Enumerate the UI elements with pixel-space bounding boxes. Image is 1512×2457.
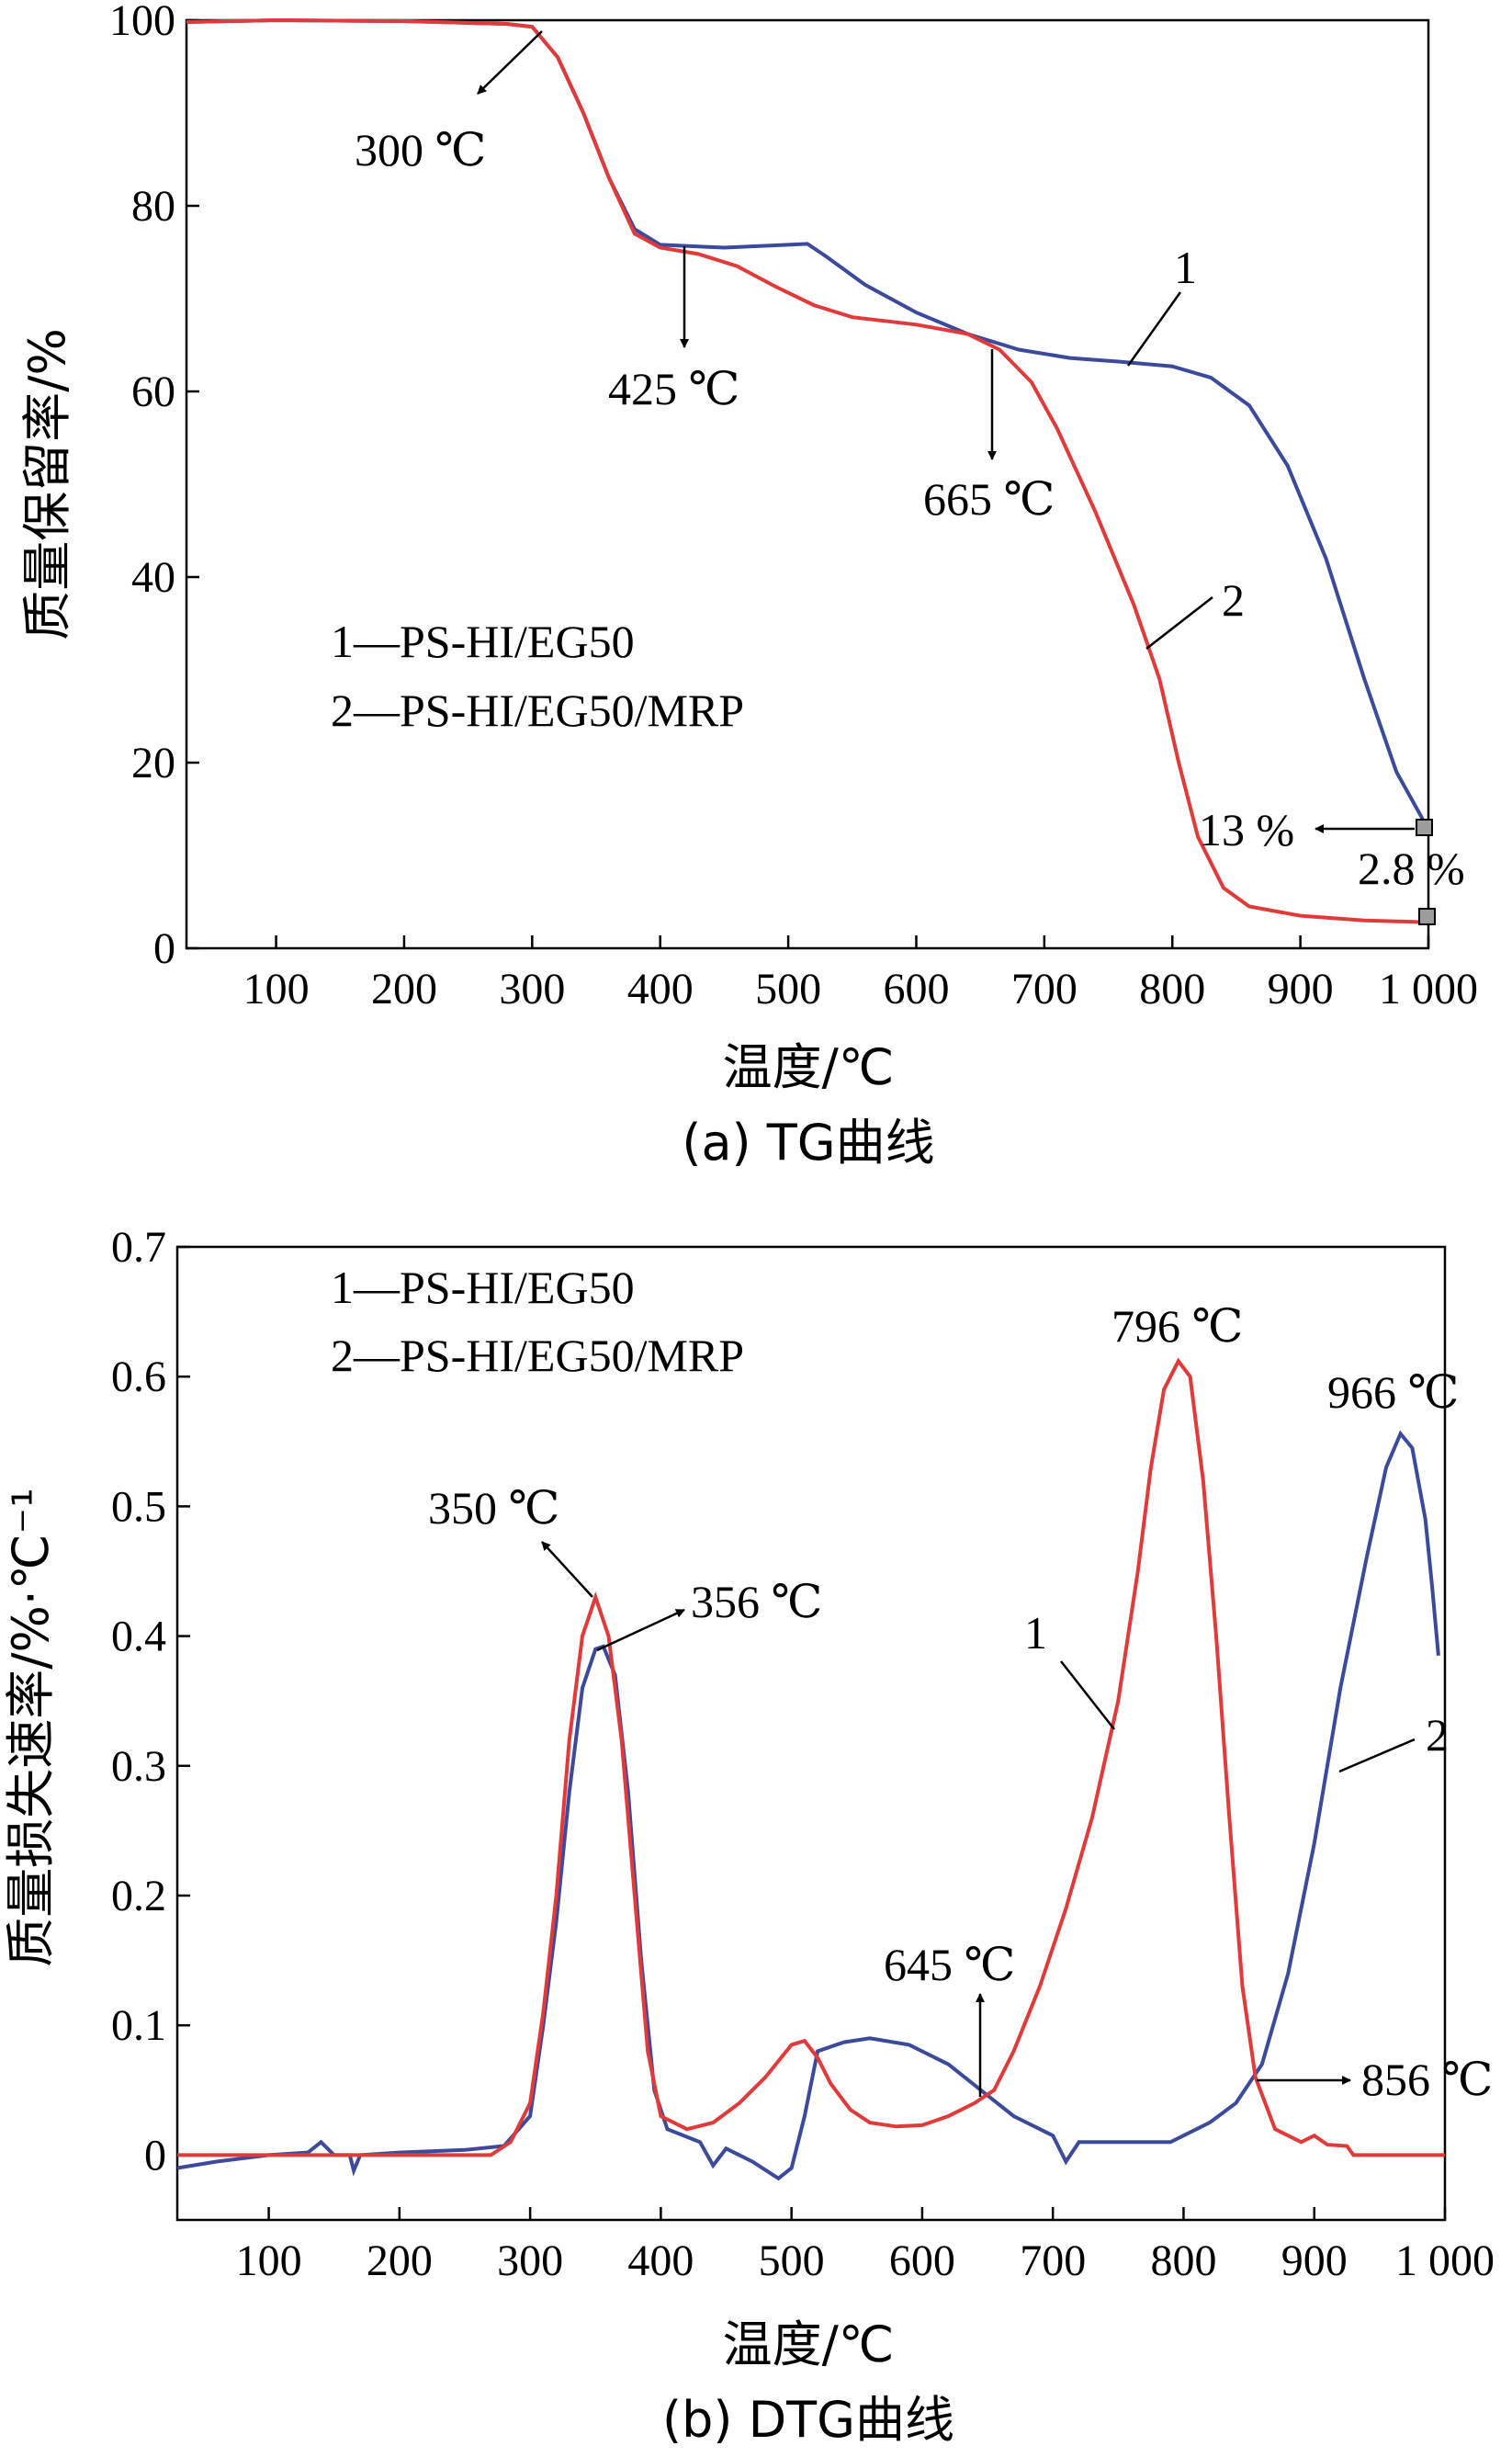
dtg-annotation-356: 356 ℃ (691, 1576, 822, 1627)
tg-annotation-13: 13 % (1199, 804, 1294, 855)
dtg-label-1-leader (1060, 1660, 1115, 1730)
tg-y-tick-label: 0 (153, 924, 175, 973)
dtg-y-tick-label: 0.4 (111, 1613, 166, 1661)
tg-x-axis-label: 温度/℃ (723, 1038, 895, 1096)
dtg-label-2-leader (1338, 1738, 1416, 1773)
dtg-x-tick-label: 100 (236, 2236, 302, 2285)
tg-annotation-2-8: 2.8 % (1358, 843, 1465, 894)
dtg-356-arrow (596, 1608, 685, 1652)
dtg-y-tick-label: 0.5 (111, 1482, 166, 1531)
dtg-series-1-line (177, 1357, 1445, 2157)
dtg-legend-item-2: 2—PS-HI/EG50/MRP (331, 1330, 744, 1381)
tg-annotation-425: 425 ℃ (608, 363, 739, 414)
dtg-caption: (b) DTG曲线 (662, 2391, 954, 2449)
tg-x-tick-label: 100 (243, 965, 310, 1013)
tg-x-ticks: 100 200 300 400 500 600 700 800 900 1 000 (243, 935, 1478, 1013)
dtg-x-tick-label: 1 000 (1395, 2236, 1495, 2285)
dtg-plot-frame (175, 1245, 1447, 2222)
dtg-y-tick-label: 0.1 (111, 2001, 166, 2050)
dtg-x-tick-label: 900 (1281, 2236, 1348, 2285)
tg-plot-frame (185, 18, 1430, 950)
dtg-y-tick-label: 0.2 (111, 1872, 166, 1920)
tg-series-2-line (186, 17, 1429, 924)
tg-x-tick-label: 800 (1139, 965, 1205, 1013)
dtg-y-tick-label: 0.7 (111, 1223, 166, 1272)
tg-x-tick-label: 500 (755, 965, 821, 1013)
tg-y-tick-label: 60 (131, 368, 175, 416)
dtg-series-2-label: 2 (1426, 1709, 1449, 1761)
dtg-x-ticks: 100 200 300 400 500 600 700 800 900 1 000 (236, 2207, 1495, 2285)
tg-x-tick-label: 700 (1011, 965, 1078, 1013)
dtg-y-ticks: 0 0.1 0.2 0.3 0.4 0.5 0.6 0.7 (111, 1223, 190, 2180)
tg-y-tick-label: 80 (131, 182, 175, 231)
tg-end-marker-1 (1416, 819, 1433, 836)
dtg-x-tick-label: 400 (627, 2236, 694, 2285)
dtg-y-axis-label: 质量损失速率/%·℃⁻¹ (2, 1488, 60, 1966)
dtg-y-tick-label: 0.6 (111, 1353, 166, 1401)
dtg-x-tick-label: 700 (1020, 2236, 1086, 2285)
tg-y-tick-label: 40 (131, 553, 175, 602)
tg-300-arrow (477, 30, 543, 95)
dtg-x-tick-label: 800 (1150, 2236, 1216, 2285)
dtg-annotation-796: 796 ℃ (1111, 1300, 1243, 1352)
dtg-annotation-645: 645 ℃ (884, 1939, 1015, 1990)
tg-legend-item-2: 2—PS-HI/EG50/MRP (331, 685, 744, 736)
dtg-x-tick-label: 200 (367, 2236, 433, 2285)
tg-x-tick-label: 900 (1268, 965, 1334, 1013)
dtg-legend-item-1: 1—PS-HI/EG50 (331, 1262, 635, 1313)
dtg-y-tick-label: 0 (144, 2131, 166, 2180)
tg-caption: (a) TG曲线 (682, 1114, 934, 1172)
dtg-y-tick-label: 0.3 (111, 1742, 166, 1791)
tg-x-tick-label: 300 (499, 965, 565, 1013)
dtg-x-tick-label: 600 (889, 2236, 955, 2285)
dtg-series-1-label: 1 (1024, 1607, 1047, 1659)
tg-end-marker-2 (1418, 908, 1436, 925)
tg-x-tick-label: 600 (883, 965, 949, 1013)
tg-y-ticks: 0 20 40 60 80 100 (109, 0, 199, 973)
dtg-annotation-856: 856 ℃ (1361, 2054, 1493, 2105)
tg-series-1-label: 1 (1174, 242, 1197, 293)
tg-chart: 100 200 300 400 500 600 700 800 900 1 000 0 20 40 60… (18, 0, 1478, 1172)
tg-x-tick-label: 1 000 (1379, 965, 1478, 1013)
dtg-series-2-line (176, 1430, 1440, 2181)
tg-y-tick-label: 100 (109, 0, 175, 45)
dtg-chart: 100 200 300 400 500 600 700 800 900 1 000 0 0.1 0.2… (2, 1223, 1495, 2449)
tg-y-tick-label: 20 (131, 739, 175, 787)
tg-annotation-665: 665 ℃ (923, 473, 1055, 525)
tg-series-2-label: 2 (1222, 574, 1245, 626)
tg-y-axis-label: 质量保留率/% (18, 328, 76, 640)
tg-annotation-300: 300 ℃ (355, 124, 486, 176)
dtg-x-tick-label: 300 (497, 2236, 563, 2285)
tg-legend-item-1: 1—PS-HI/EG50 (331, 616, 635, 667)
tg-x-tick-label: 200 (371, 965, 437, 1013)
tg-label-1-leader (1126, 291, 1182, 367)
dtg-350-arrow (541, 1541, 593, 1598)
dtg-x-axis-label: 温度/℃ (723, 2315, 895, 2373)
dtg-x-tick-label: 500 (759, 2236, 825, 2285)
tg-label-2-leader (1145, 596, 1213, 650)
tg-x-tick-label: 400 (627, 965, 694, 1013)
dtg-annotation-350: 350 ℃ (428, 1482, 559, 1534)
dtg-annotation-966: 966 ℃ (1327, 1366, 1459, 1418)
